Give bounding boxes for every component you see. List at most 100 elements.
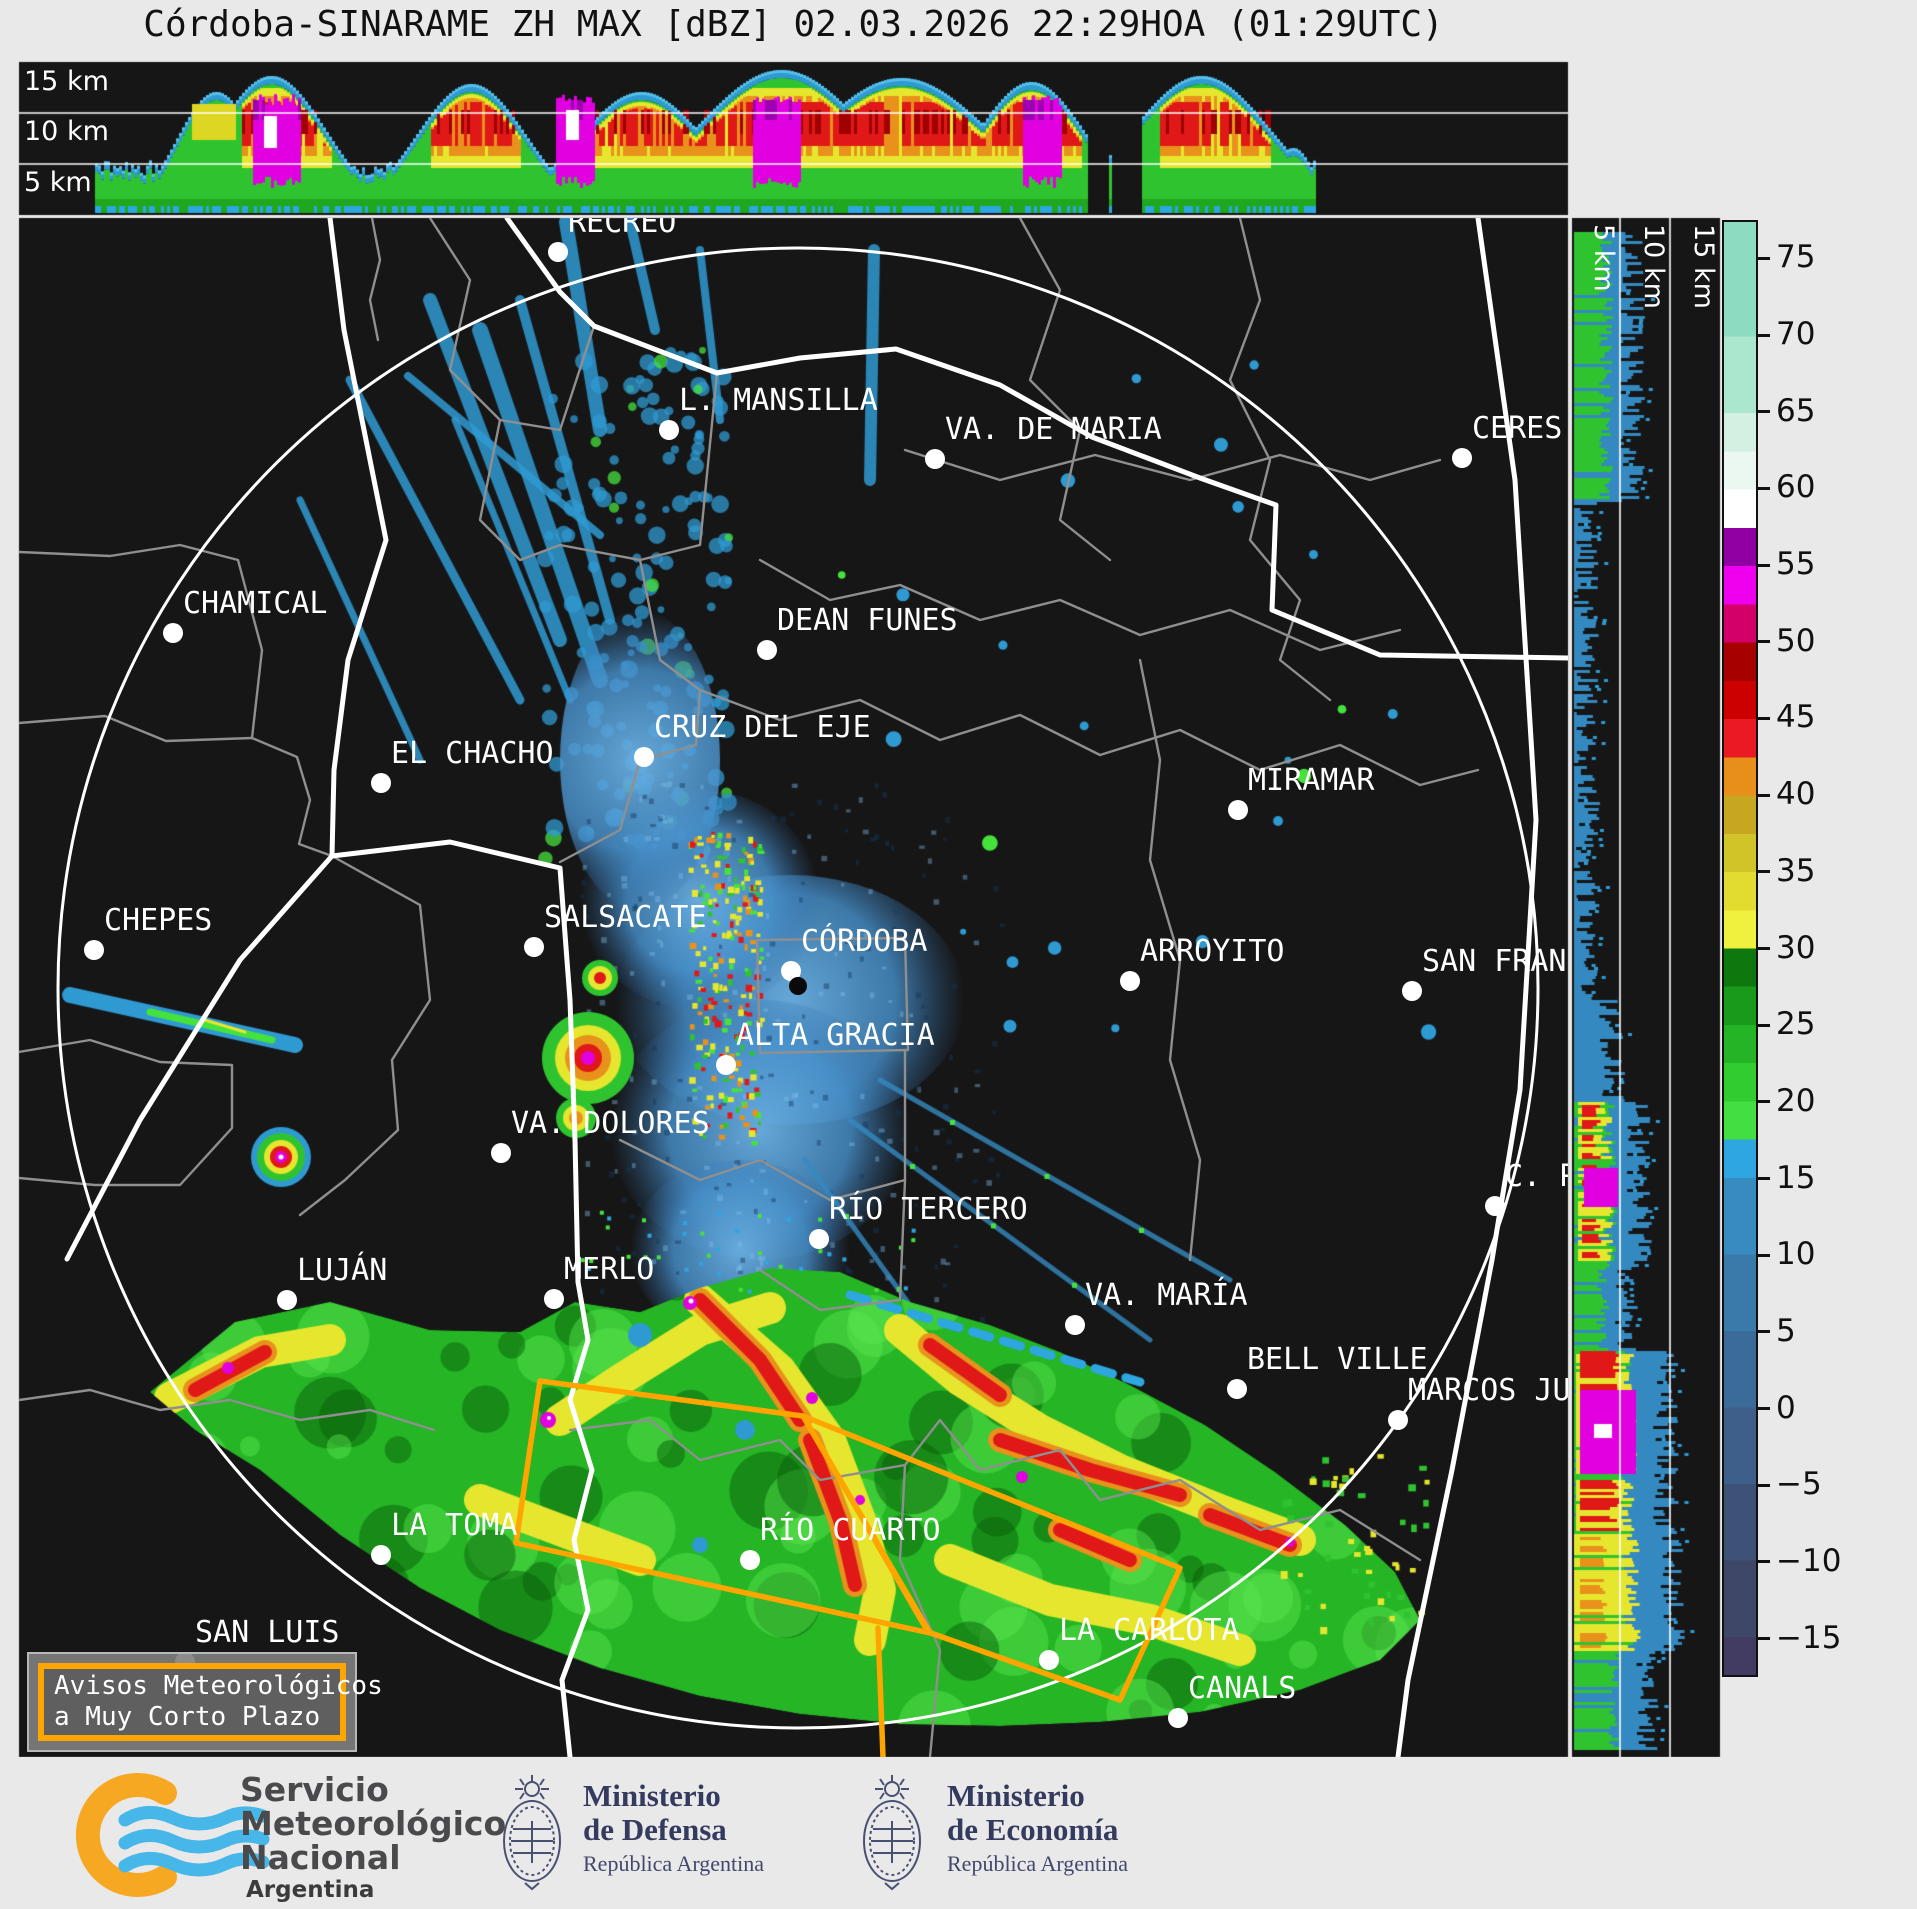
warning-legend-line1: Avisos Meteorológicos [54,1671,383,1701]
city-label: LA CARLOTA [1059,1613,1240,1648]
colorbar-tick [1758,947,1770,950]
height-axis-label: 10 km [1638,224,1669,309]
warning-polygon-line [875,1625,886,1757]
city-dot [524,937,544,957]
city-label: CANALS [1188,1671,1297,1706]
colorbar-tick [1758,410,1770,414]
department-boundary-line [755,936,910,1055]
footer: Servicio Meteorológico Nacional Argentin… [0,1757,1917,1909]
city-dot [1065,1315,1085,1335]
department-boundary-line [558,558,702,864]
department-boundary-line [478,371,719,562]
city-dot [634,747,654,767]
province-boundary-line [1395,218,1539,1757]
city-label: DEAN FUNES [777,603,958,638]
coat-of-arms-icon [863,1775,921,1891]
city-label: RÍO CUARTO [760,1513,941,1548]
city-label: CÓRDOBA [801,924,928,959]
colorbar-tick [1758,1330,1770,1334]
city-dot [277,1290,297,1310]
warning-polygon [800,1413,1183,1703]
colorbar-tick [1758,1100,1770,1104]
city-dot [1120,971,1140,991]
colorbar-tick-label: 25 [1776,1006,1816,1043]
department-boundary-line [758,1178,907,1312]
province-boundary-line [64,853,335,1262]
city-dot [548,242,568,262]
colorbar-tick [1758,1407,1770,1411]
city-label: CRUZ DEL EJE [654,710,871,745]
colorbar-tick-label: 15 [1776,1159,1816,1196]
colorbar-tick-label: 60 [1776,469,1816,506]
city-dot [371,1545,391,1565]
department-boundary-line [618,1048,907,1202]
ministry-wordmark: Ministerio de Defensa República Argentina [583,1778,765,1877]
colorbar-tick-label: −15 [1776,1619,1842,1656]
colorbar-tick-label: 30 [1776,929,1816,966]
colorbar-tick-label: 45 [1776,699,1816,736]
city-label: CERES [1472,411,1563,446]
province-boundary-line [329,839,581,1285]
department-boundary-line [19,543,264,740]
city-dot [491,1143,511,1163]
height-axis-label: 5 km [1588,224,1619,292]
height-axis-label: 15 km [1688,224,1719,309]
city-dot [1168,1708,1188,1728]
city-label: C. P [1505,1159,1568,1194]
height-axis-label: 5 km [24,167,92,198]
colorbar-tick-label: 65 [1776,392,1816,429]
colorbar-tick [1758,1023,1770,1027]
city-label: MERLO [564,1252,655,1287]
city-label: RECREO [568,218,677,240]
smn-country-label: Argentina [246,1877,375,1903]
city-dot [1402,981,1422,1001]
city-dot [84,940,104,960]
coat-of-arms-icon [503,1775,561,1891]
colorbar-tick-label: 50 [1776,622,1816,659]
city-label: CHAMICAL [183,586,328,621]
province-boundary-line [559,1279,595,1757]
colorbar-tick-label: −5 [1776,1466,1822,1503]
colorbar-tick-label: 0 [1776,1389,1796,1426]
city-dot [740,1550,760,1570]
radar-range-ring [56,246,1540,1730]
department-boundary-line [19,1038,234,1187]
colorbar-tick [1758,333,1770,337]
colorbar-tick-label: 75 [1776,239,1816,276]
city-dot [809,1229,829,1249]
colorbar-tick [1758,256,1770,260]
department-boundary-line [568,1418,1422,1562]
city-dot [716,1055,736,1075]
radar-site-dot [789,977,807,995]
city-label: LA TOMA [391,1508,518,1543]
city-label: MARCOS JU [1408,1373,1568,1408]
colorbar-tick-label: 10 [1776,1236,1816,1273]
city-dot [1039,1650,1059,1670]
department-boundary-line [1138,658,1202,1262]
colorbar-tick [1758,1560,1770,1564]
colorbar-tick [1758,1637,1770,1641]
city-label: L. MANSILLA [679,383,878,418]
city-dot [781,961,801,981]
city-label: CHEPES [104,903,213,938]
city-dot [371,773,391,793]
department-boundary-line [1018,218,1112,562]
department-boundary-line [19,1388,436,1432]
colorbar-tick-label: 5 [1776,1312,1796,1349]
city-dot [1485,1196,1505,1216]
ministry-wordmark: Ministerio de Economía República Argentina [947,1778,1129,1877]
colorbar-tick [1758,793,1770,797]
department-boundary-line [19,714,334,858]
colorbar-tick-label: 35 [1776,852,1816,889]
warning-legend-inner: Avisos Meteorológicos a Muy Corto Plazo [38,1663,383,1741]
warning-legend-line2: a Muy Corto Plazo [54,1702,321,1732]
department-boundary-line [298,854,432,1217]
colorbar-tick [1758,1253,1770,1257]
colorbar-tick-label: 40 [1776,776,1816,813]
city-label: BELL VILLE [1247,1342,1428,1377]
city-dot [757,640,777,660]
department-boundary-line [903,448,1442,482]
province-boundary-line [504,218,1568,661]
